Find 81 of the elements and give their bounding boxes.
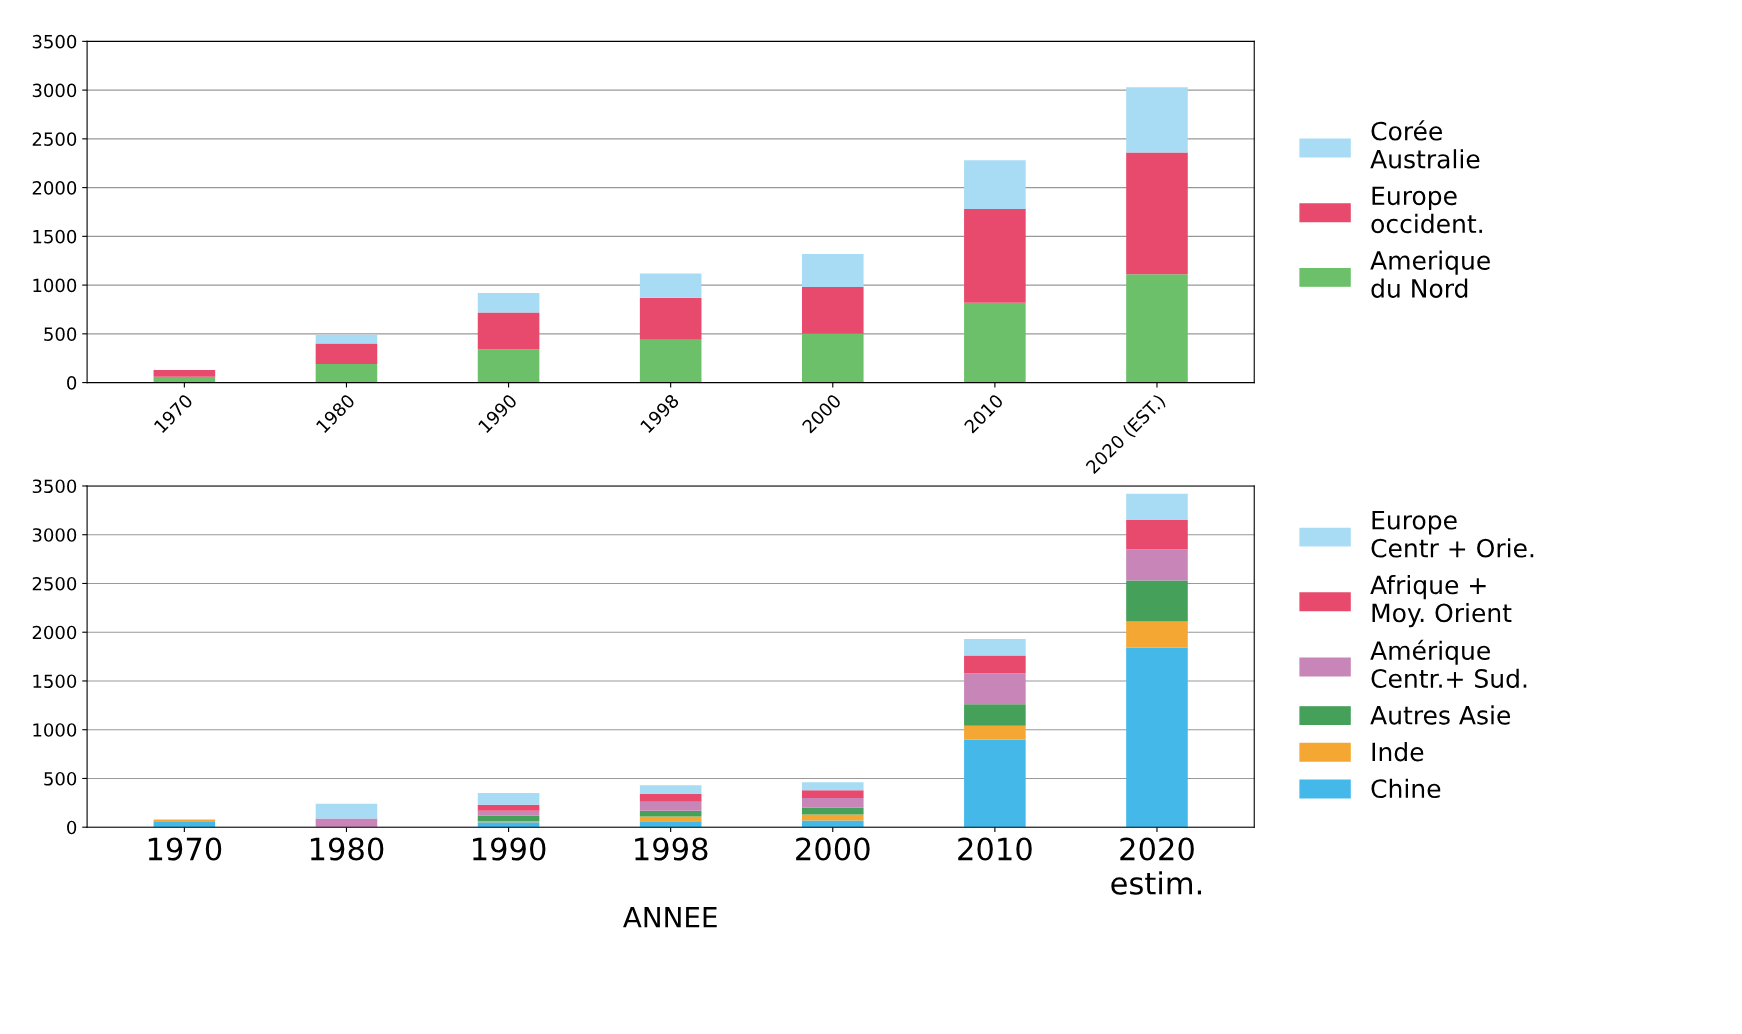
y-tick-label: 1500 (33, 229, 77, 244)
bar (477, 810, 540, 816)
bar (964, 673, 1026, 705)
bar (801, 797, 864, 808)
legend-label: Chine (1371, 778, 1441, 799)
bar (964, 160, 1026, 210)
x-tick-label: 1990 (473, 837, 546, 861)
bar (477, 822, 540, 828)
y-tick-label: 1000 (33, 723, 77, 737)
bar (315, 343, 378, 365)
bar (801, 287, 864, 334)
bar (315, 334, 378, 344)
y-tick-label: 3500 (32, 34, 77, 49)
bar (153, 821, 216, 828)
y-tick-label: 3000 (32, 83, 77, 98)
bar (315, 803, 378, 819)
legend-label: Corée Australie (1370, 120, 1480, 169)
bar (639, 297, 702, 340)
bar (964, 639, 1026, 656)
bar (801, 790, 864, 798)
x-tick-label: 2010 (958, 837, 1032, 861)
y-tick-label: 2500 (32, 132, 77, 146)
y-tick-label: 1000 (33, 278, 77, 293)
bar (801, 333, 864, 383)
bar (1126, 621, 1188, 648)
x-tick-label: 2020 estim. (1111, 837, 1202, 895)
y-tick-label: 2500 (32, 576, 77, 591)
bar (639, 816, 702, 822)
x-tick-label: 2000 (796, 837, 870, 861)
bar (1126, 493, 1188, 521)
bar (1126, 549, 1188, 581)
x-axis-title: ANNEE (623, 907, 717, 928)
bar (1126, 647, 1188, 828)
legend-label: Autres Asie (1370, 705, 1511, 725)
bar (477, 793, 540, 805)
bar (477, 804, 540, 811)
legend-label: Amérique Centr.+ Sud. (1370, 639, 1527, 688)
bar (315, 364, 378, 383)
bar (801, 820, 864, 828)
bar (315, 818, 378, 828)
bar (964, 302, 1026, 383)
bar (964, 725, 1026, 740)
bar (477, 312, 540, 350)
legend-label: Europe occident. (1371, 186, 1482, 234)
bar (964, 655, 1026, 674)
bar (801, 807, 864, 815)
bar (639, 339, 702, 383)
bar (1126, 580, 1188, 622)
y-tick-label: 0 (67, 820, 77, 835)
legend-label: Inde (1372, 742, 1424, 762)
x-tick-label: 1980 (310, 837, 384, 861)
bar (1126, 274, 1188, 383)
bar (639, 794, 702, 802)
legend-label: Afrique + Moy. Orient (1370, 574, 1512, 628)
bar (153, 369, 216, 377)
bar (477, 349, 540, 383)
bar (964, 704, 1026, 726)
y-tick-label: 3000 (32, 528, 77, 542)
legend-label: Amerique du Nord (1370, 250, 1490, 298)
bar (639, 273, 702, 298)
bar (1126, 520, 1188, 550)
bar (1126, 87, 1188, 153)
y-tick-label: 0 (67, 376, 77, 390)
y-tick-label: 2000 (32, 625, 77, 640)
bar (639, 801, 702, 811)
bar (964, 209, 1026, 303)
bar (801, 253, 864, 288)
text: Europe Centr + Orie. (1371, 511, 1534, 558)
x-tick-label: 1970 (148, 837, 222, 861)
y-tick-label: 500 (44, 771, 77, 786)
y-tick-label: 2000 (32, 181, 77, 195)
y-tick-label: 500 (44, 327, 77, 341)
x-tick-label: 1998 (635, 837, 708, 861)
y-tick-label: 1500 (33, 674, 77, 689)
bar (801, 782, 864, 791)
bar (1126, 152, 1188, 275)
bar (477, 292, 540, 313)
y-tick-label: 3500 (32, 479, 77, 494)
bar (639, 821, 702, 828)
bar (964, 739, 1026, 828)
bar (639, 785, 702, 795)
